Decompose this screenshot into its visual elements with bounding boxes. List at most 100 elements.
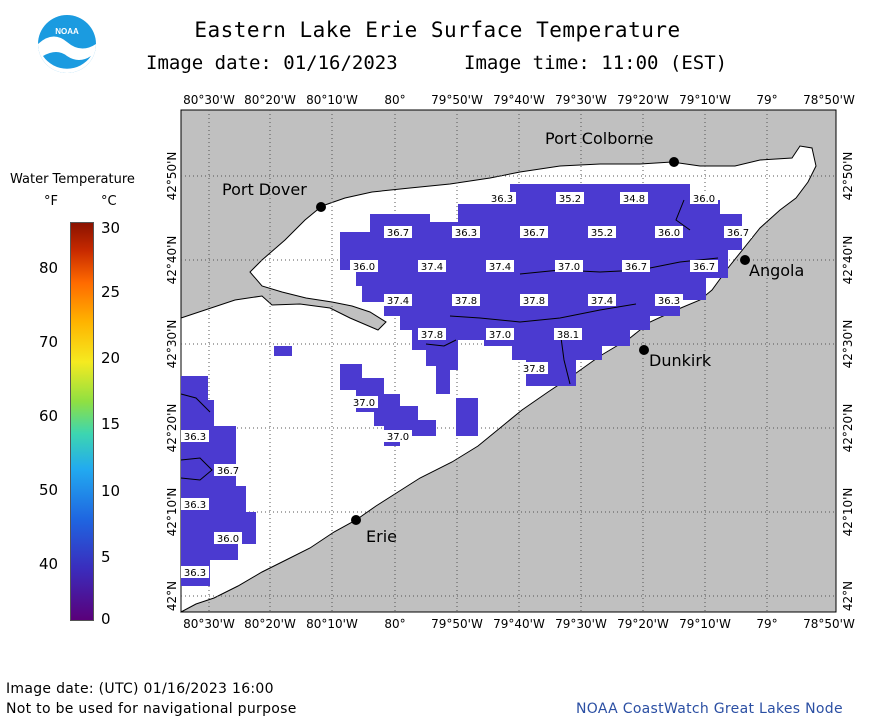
temp-label: 36.7 [384, 226, 412, 239]
temp-label: 38.1 [554, 328, 582, 341]
lat-label: 42°30'N [165, 320, 179, 369]
navigation-disclaimer: Not to be used for navigational purpose [6, 701, 297, 717]
c-tick: 5 [101, 548, 111, 566]
temp-labels: 36.3 35.2 34.8 36.0 36.7 36.3 36.7 35.2 … [181, 192, 752, 579]
lon-labels-top: 80°30'W 80°20'W 80°10'W 80° 79°50'W 79°4… [183, 93, 855, 107]
temp-value: 35.2 [591, 228, 613, 239]
temp-label: 37.4 [486, 260, 514, 273]
temp-label: 36.0 [214, 532, 242, 545]
lon-label: 80°30'W [183, 617, 235, 631]
lat-label: 42°50'N [165, 152, 179, 201]
temp-value: 37.0 [387, 432, 409, 443]
temp-label: 37.0 [555, 260, 583, 273]
temp-label: 37.0 [486, 328, 514, 341]
temp-value: 37.0 [558, 262, 580, 273]
temp-value: 37.4 [421, 262, 443, 273]
temp-value: 37.0 [353, 398, 375, 409]
page-title: Eastern Lake Erie Surface Temperature [194, 18, 681, 42]
temp-label: 36.3 [181, 498, 209, 511]
temp-label: 37.8 [418, 328, 446, 341]
temp-label: 36.3 [181, 430, 209, 443]
temp-label: 36.7 [520, 226, 548, 239]
legend-title: Water Temperature [10, 172, 135, 187]
temp-label: 37.8 [520, 362, 548, 375]
temp-value: 37.8 [523, 364, 545, 375]
temp-value: 36.7 [693, 262, 715, 273]
f-tick: 40 [39, 555, 59, 573]
temp-label: 36.7 [622, 260, 650, 273]
port-colborne-marker [669, 157, 679, 167]
lon-label: 80°20'W [244, 93, 296, 107]
image-time: Image time: 11:00 (EST) [464, 52, 728, 74]
temp-label: 36.0 [655, 226, 683, 239]
c-tick: 15 [101, 415, 121, 433]
temp-value: 36.3 [184, 568, 206, 579]
lat-label: 42°N [165, 581, 179, 611]
temp-value: 36.7 [727, 228, 749, 239]
lon-label: 79°20'W [617, 93, 669, 107]
place-port-colborne: Port Colborne [545, 129, 653, 148]
temp-label: 36.3 [181, 566, 209, 579]
temp-value: 37.4 [489, 262, 511, 273]
lon-label: 78°50'W [803, 617, 855, 631]
noaa-logo: NOAA [35, 12, 99, 76]
temp-label: 37.4 [384, 294, 412, 307]
lat-labels-left: 42°50'N 42°40'N 42°30'N 42°20'N 42°10'N … [165, 152, 179, 612]
lon-label: 80°30'W [183, 93, 235, 107]
lon-label: 79°40'W [493, 617, 545, 631]
lon-label: 79°30'W [555, 617, 607, 631]
temp-label: 36.0 [690, 192, 718, 205]
angola-marker [740, 255, 750, 265]
lat-label: 42°10'N [841, 488, 855, 537]
temp-value: 37.8 [455, 296, 477, 307]
c-tick: 20 [101, 349, 121, 367]
f-tick: 60 [39, 407, 59, 425]
utc-image-date: Image date: (UTC) 01/16/2023 16:00 [6, 681, 274, 697]
erie-marker [351, 515, 361, 525]
f-tick: 70 [39, 333, 59, 351]
temp-value: 35.2 [559, 194, 581, 205]
temp-label: 36.3 [452, 226, 480, 239]
temp-value: 36.7 [523, 228, 545, 239]
temp-value: 37.4 [591, 296, 613, 307]
temp-value: 36.0 [353, 262, 375, 273]
temp-value: 36.0 [658, 228, 680, 239]
temp-value: 36.7 [625, 262, 647, 273]
lat-label: 42°40'N [841, 236, 855, 285]
lon-label: 79°50'W [431, 93, 483, 107]
temp-label: 37.4 [588, 294, 616, 307]
lon-label: 79°40'W [493, 93, 545, 107]
temp-label: 36.3 [488, 192, 516, 205]
dunkirk-marker [639, 345, 649, 355]
lon-label: 80°20'W [244, 617, 296, 631]
lat-label: 42°N [841, 581, 855, 611]
place-erie: Erie [366, 527, 397, 546]
temp-value: 34.8 [623, 194, 645, 205]
image-date: Image date: 01/16/2023 [146, 52, 398, 74]
temp-value: 38.1 [557, 330, 579, 341]
temp-value: 36.3 [491, 194, 513, 205]
legend-unit-f: °F [44, 194, 58, 209]
lon-label: 79°10'W [679, 93, 731, 107]
temp-value: 36.7 [387, 228, 409, 239]
lat-label: 42°10'N [165, 488, 179, 537]
temp-value: 36.3 [658, 296, 680, 307]
lat-label: 42°20'N [165, 404, 179, 453]
isotherm-lines [180, 199, 719, 481]
credit-link[interactable]: NOAA CoastWatch Great Lakes Node [576, 701, 843, 717]
temp-label: 37.0 [350, 396, 378, 409]
c-tick: 0 [101, 610, 111, 628]
lon-label: 79°50'W [431, 617, 483, 631]
temp-value: 36.3 [455, 228, 477, 239]
lon-label: 79°10'W [679, 617, 731, 631]
lon-label: 79° [756, 617, 777, 631]
temp-label: 35.2 [588, 226, 616, 239]
temp-label: 37.4 [418, 260, 446, 273]
lat-label: 42°30'N [841, 320, 855, 369]
temp-label: 35.2 [556, 192, 584, 205]
color-scale-bar [70, 222, 94, 621]
lon-label: 80° [384, 617, 405, 631]
lon-label: 80°10'W [306, 617, 358, 631]
place-port-dover: Port Dover [222, 180, 307, 199]
